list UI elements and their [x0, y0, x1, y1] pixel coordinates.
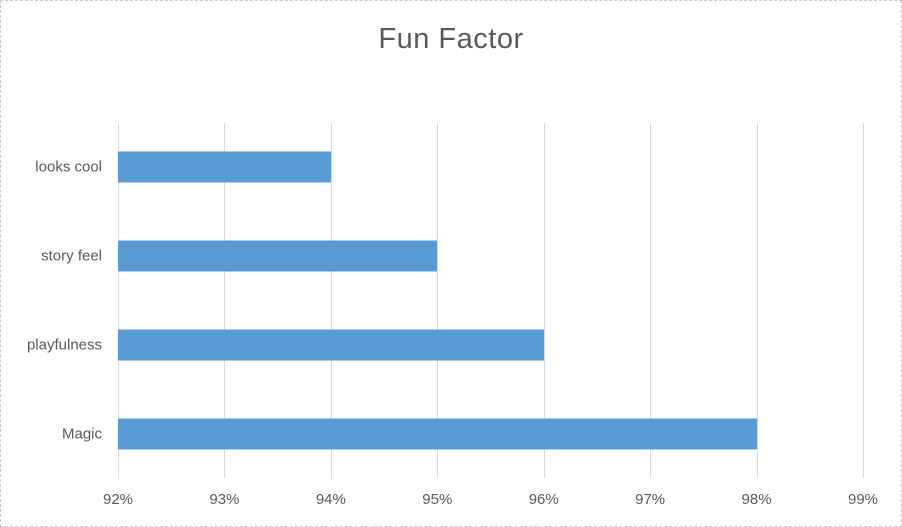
category-label: story feel: [41, 247, 102, 265]
x-axis-tick-label: 97%: [635, 491, 666, 508]
category-axis: looks cool story feel playfulness Magic: [1, 123, 102, 478]
gridline: [863, 123, 864, 478]
x-axis-tick-label: 98%: [741, 491, 772, 508]
x-axis-tick-label: 94%: [315, 491, 346, 508]
gridline: [224, 123, 226, 478]
category-label: looks cool: [35, 158, 102, 176]
bar-magic: [118, 418, 757, 450]
x-axis-tick-label: 99%: [847, 491, 879, 508]
x-axis-tick-label: 93%: [209, 491, 240, 508]
gridline: [118, 123, 119, 478]
value-axis: 92% 93% 94% 95% 96% 97% 98% 99%: [103, 491, 878, 513]
gridline: [330, 123, 332, 478]
bar-looks-cool: [118, 151, 331, 183]
category-label: Magic: [61, 425, 102, 443]
chart-title: Fun Factor: [378, 23, 524, 55]
gridline: [437, 123, 439, 478]
gridline: [650, 123, 652, 478]
plot-area: [118, 123, 864, 478]
category-label: playfulness: [26, 336, 102, 354]
x-axis-tick-label: 96%: [528, 491, 559, 508]
bar-story-feel: [118, 240, 438, 272]
x-axis-tick-label: 95%: [422, 491, 453, 508]
gridline: [756, 123, 758, 478]
bar-playfulness: [118, 329, 544, 361]
gridline: [543, 123, 545, 478]
x-axis-tick-label: 92%: [102, 491, 134, 508]
